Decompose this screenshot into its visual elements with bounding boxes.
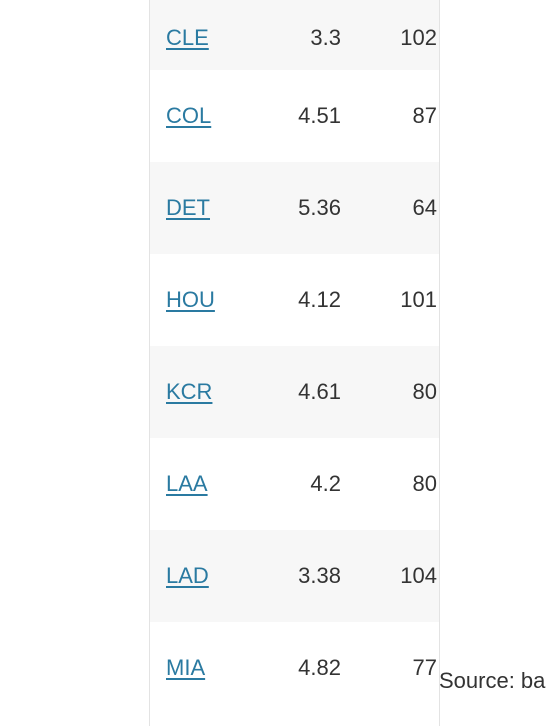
wins-cell: 101: [400, 287, 437, 312]
table-row: CLE 3.3 102: [150, 6, 439, 70]
team-stats-table: CLE 3.3 102 COL 4.51 87 DET 5.36 64: [149, 0, 440, 726]
team-cell: KCR: [150, 379, 266, 405]
era-cell: 4.82: [298, 655, 341, 680]
wins-cell: 104: [400, 563, 437, 588]
team-link[interactable]: MIA: [166, 655, 206, 680]
table-top-strip: [150, 0, 439, 6]
team-link[interactable]: HOU: [166, 287, 215, 312]
team-cell: CLE: [150, 25, 266, 51]
wins-cell: 87: [412, 103, 437, 128]
era-cell: 5.36: [298, 195, 341, 220]
team-cell: COL: [150, 103, 266, 129]
table-row: DET 5.36 64: [150, 162, 439, 254]
team-cell: LAD: [150, 563, 266, 589]
era-cell: 3.38: [298, 563, 341, 588]
wins-cell: 80: [412, 379, 437, 404]
team-link[interactable]: DET: [166, 195, 210, 220]
table-row: LAA 4.2 80: [150, 438, 439, 530]
table-row: LAD 3.38 104: [150, 530, 439, 622]
table-body: CLE 3.3 102 COL 4.51 87 DET 5.36 64: [150, 6, 439, 714]
team-link[interactable]: CLE: [166, 25, 209, 50]
team-cell: LAA: [150, 471, 266, 497]
team-cell: HOU: [150, 287, 266, 313]
wins-cell: 102: [400, 25, 437, 50]
wins-cell: 64: [412, 195, 437, 220]
source-note: Source: ba: [439, 668, 546, 693]
era-cell: 4.61: [298, 379, 341, 404]
wins-cell: 80: [412, 471, 437, 496]
team-cell: DET: [150, 195, 266, 221]
team-link[interactable]: COL: [166, 103, 212, 128]
table-row: HOU 4.12 101: [150, 254, 439, 346]
table-row: KCR 4.61 80: [150, 346, 439, 438]
table-row: MIA 4.82 77: [150, 622, 439, 714]
team-link[interactable]: LAA: [166, 471, 208, 496]
wins-cell: 77: [412, 655, 437, 680]
table-row: COL 4.51 87: [150, 70, 439, 162]
era-cell: 4.2: [310, 471, 341, 496]
era-cell: 4.51: [298, 103, 341, 128]
team-cell: MIA: [150, 655, 266, 681]
team-link[interactable]: LAD: [166, 563, 209, 588]
era-cell: 3.3: [310, 25, 341, 50]
team-link[interactable]: KCR: [166, 379, 213, 404]
era-cell: 4.12: [298, 287, 341, 312]
